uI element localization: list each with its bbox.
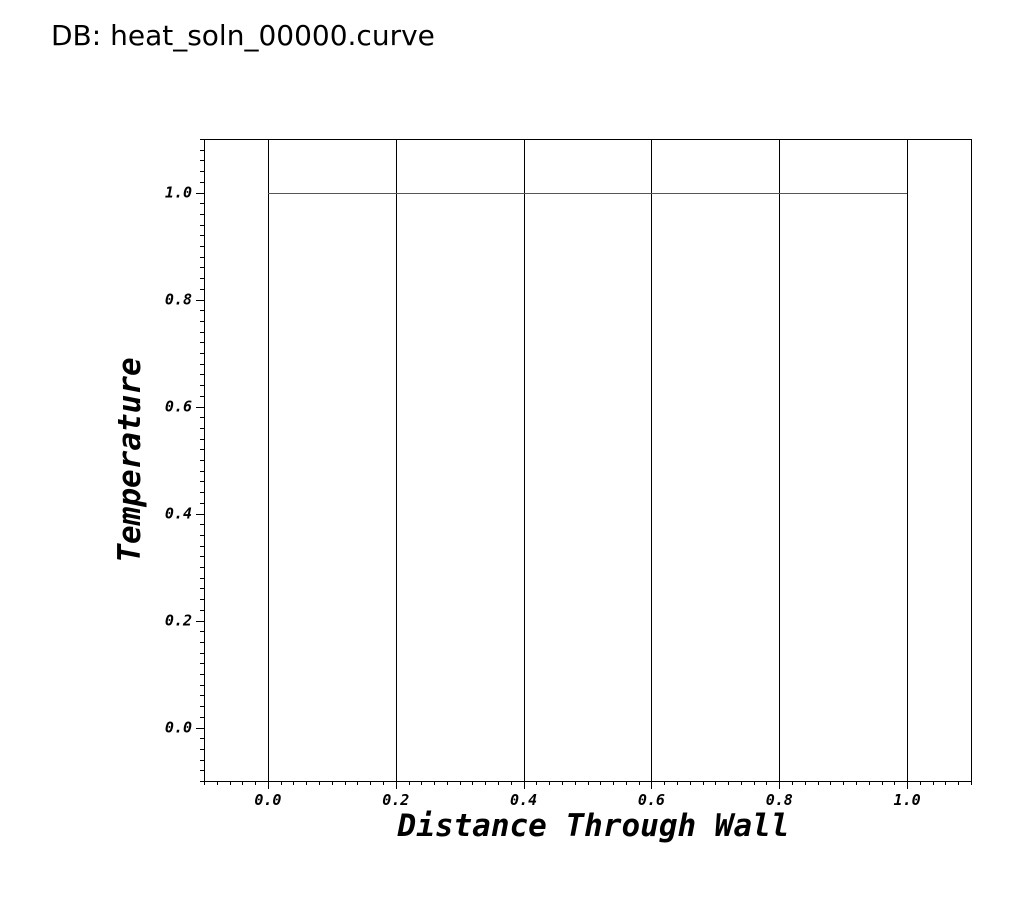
plot-frame xyxy=(204,139,972,782)
y-tick-label: 0.0 xyxy=(165,719,192,737)
major-ticks xyxy=(196,193,908,789)
x-tick-label: 0.4 xyxy=(510,791,537,809)
minor-ticks xyxy=(200,139,972,785)
y-tick-label: 0.2 xyxy=(165,612,192,630)
y-tick-label: 0.6 xyxy=(165,398,192,416)
x-tick-label: 0.2 xyxy=(382,791,409,809)
y-tick-label: 0.8 xyxy=(165,291,192,309)
x-tick-labels: 0.0 0.2 0.4 0.6 0.8 1.0 xyxy=(254,791,920,809)
y-tick-label: 1.0 xyxy=(165,184,192,202)
y-tick-label: 0.4 xyxy=(165,505,192,523)
database-label: DB: heat_soln_00000.curve xyxy=(51,19,435,52)
grid-lines xyxy=(268,139,908,781)
y-tick-labels: 0.0 0.2 0.4 0.6 0.8 1.0 xyxy=(165,184,192,737)
x-axis-title: Distance Through Wall xyxy=(397,808,790,844)
x-tick-label: 0.8 xyxy=(766,791,793,809)
x-tick-label: 1.0 xyxy=(894,791,921,809)
y-axis-title: Temperature xyxy=(112,357,148,562)
x-tick-label: 0.6 xyxy=(638,791,665,809)
x-tick-label: 0.0 xyxy=(254,791,281,809)
